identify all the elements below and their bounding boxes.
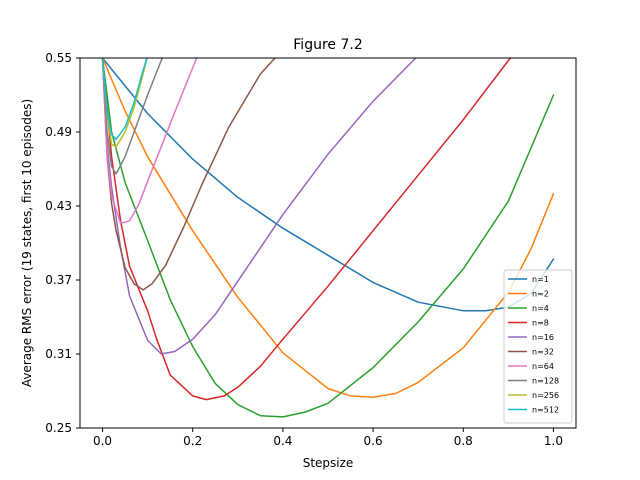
x-axis-label: Stepsize bbox=[303, 456, 354, 470]
y-tick-label: 0.37 bbox=[45, 273, 72, 287]
series-line-n-512 bbox=[101, 58, 148, 141]
series-line-n-2 bbox=[101, 58, 555, 398]
x-tick-label: 0.2 bbox=[183, 434, 202, 448]
y-axis-ticks: 0.25 0.31 0.37 0.43 0.49 0.55 bbox=[45, 51, 80, 435]
series-line-n-4 bbox=[101, 58, 555, 418]
x-tick-label: 0.8 bbox=[454, 434, 473, 448]
series-line-n-32 bbox=[101, 58, 277, 291]
x-tick-label: 0.6 bbox=[364, 434, 383, 448]
y-tick-label: 0.49 bbox=[45, 125, 72, 139]
legend-label: n=32 bbox=[532, 348, 554, 357]
legend-label: n=512 bbox=[532, 406, 559, 415]
series-line-n-8 bbox=[101, 58, 512, 401]
y-axis-label: Average RMS error (19 states, first 10 e… bbox=[20, 99, 34, 387]
legend-label: n=8 bbox=[532, 319, 549, 328]
series-line-n-64 bbox=[101, 58, 198, 225]
y-tick-label: 0.31 bbox=[45, 347, 72, 361]
chart-title: Figure 7.2 bbox=[293, 37, 362, 53]
series-line-n-128 bbox=[101, 58, 164, 175]
x-tick-label: 1.0 bbox=[544, 434, 563, 448]
legend: n=1 n=2 n=4 n=8 n=16 n=32 n=64 n=128 n=256 n=512 bbox=[503, 269, 573, 424]
y-tick-label: 0.55 bbox=[45, 51, 72, 65]
legend-label: n=4 bbox=[532, 304, 549, 313]
series-line-n-1 bbox=[101, 58, 555, 312]
y-tick-label: 0.43 bbox=[45, 199, 72, 213]
plot-frame bbox=[79, 57, 577, 429]
legend-label: n=1 bbox=[532, 275, 549, 284]
legend-label: n=256 bbox=[532, 391, 559, 400]
x-tick-label: 0.4 bbox=[273, 434, 292, 448]
x-axis-ticks: 0.0 0.2 0.4 0.6 0.8 1.0 bbox=[93, 428, 563, 448]
legend-label: n=2 bbox=[532, 290, 549, 299]
series-layer bbox=[101, 58, 555, 418]
y-tick-label: 0.25 bbox=[45, 421, 72, 435]
legend-label: n=128 bbox=[532, 377, 559, 386]
x-tick-label: 0.0 bbox=[93, 434, 112, 448]
legend-label: n=64 bbox=[532, 362, 554, 371]
legend-label: n=16 bbox=[532, 333, 554, 342]
series-line-n-16 bbox=[101, 58, 417, 355]
series-line-n-256 bbox=[101, 58, 148, 148]
